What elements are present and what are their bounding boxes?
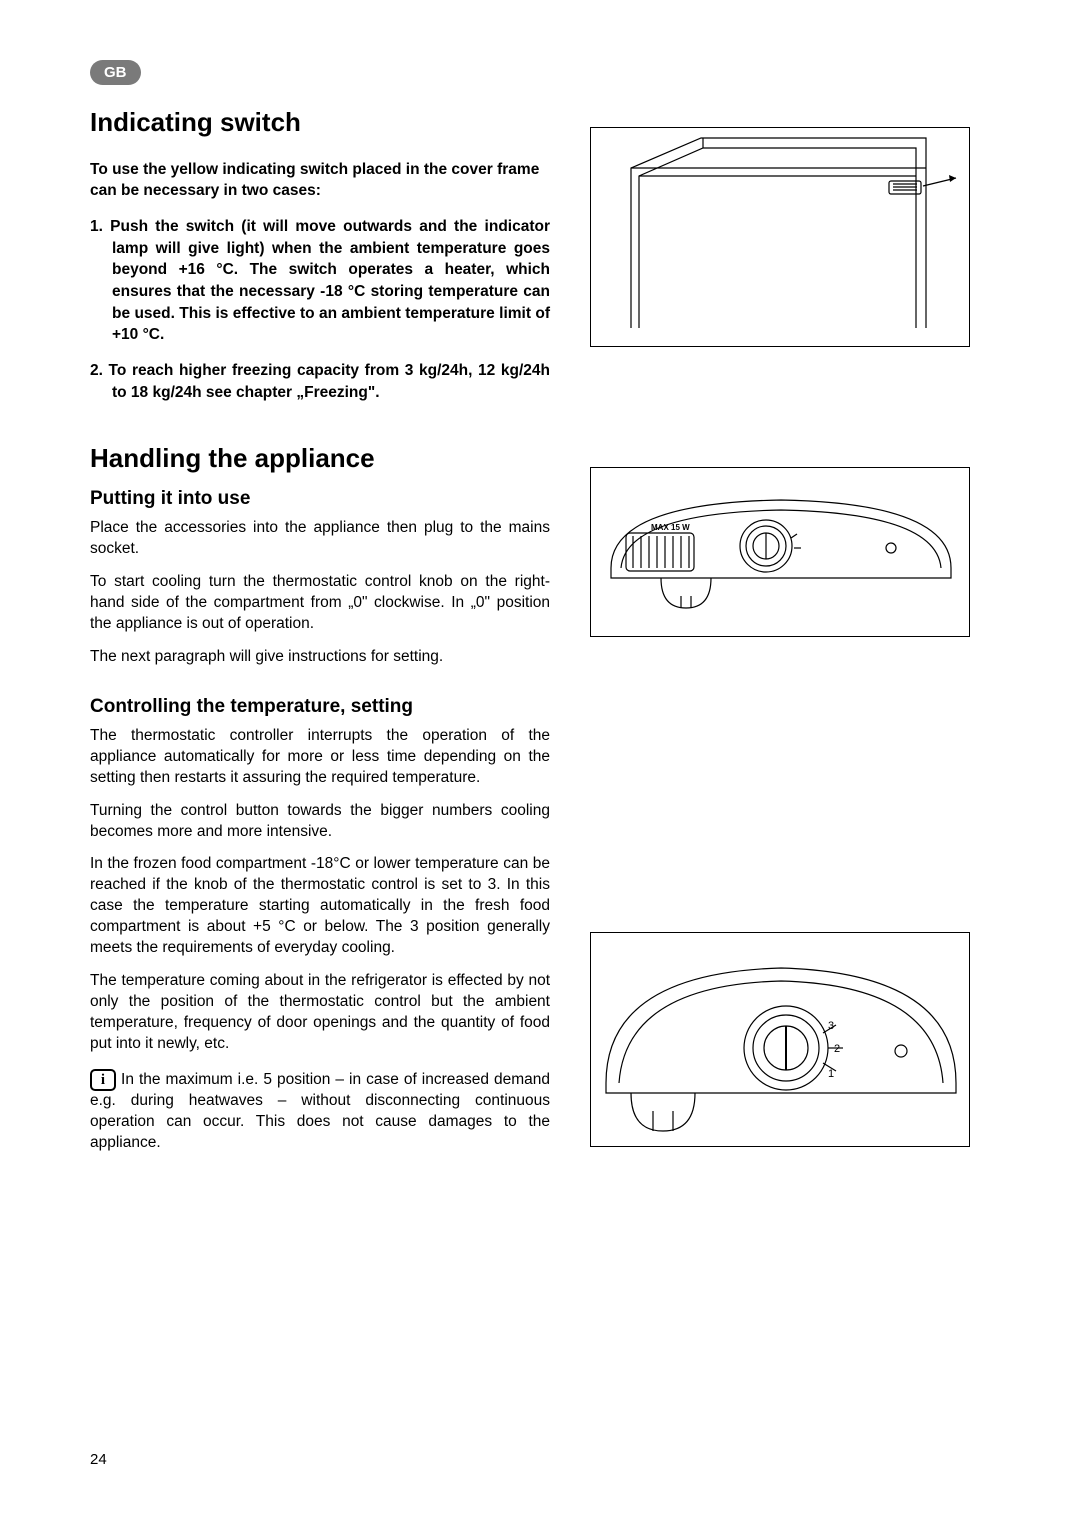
thermostat-knob-svg: 3 2 1 — [591, 933, 971, 1148]
paragraph: Place the accessories into the appliance… — [90, 518, 550, 560]
info-note-text: In the maximum i.e. 5 position – in case… — [90, 1071, 550, 1151]
svg-text:1: 1 — [828, 1068, 834, 1080]
subsection-title-putting: Putting it into use — [90, 488, 550, 510]
info-icon: i — [90, 1069, 116, 1091]
figure-control-lamp: MAX 15 W — [590, 467, 970, 637]
numbered-list: 1. Push the switch (it will move outward… — [90, 216, 550, 404]
left-column: Indicating switch To use the yellow indi… — [90, 107, 550, 1267]
figure-thermostat-knob: 3 2 1 — [590, 932, 970, 1147]
info-note: i In the maximum i.e. 5 position – in ca… — [90, 1067, 550, 1154]
list-item: 2. To reach higher freezing capacity fro… — [90, 360, 550, 403]
appliance-corner-svg — [591, 128, 971, 348]
max-wattage-label: MAX 15 W — [651, 523, 690, 532]
section-title-handling: Handling the appliance — [90, 443, 550, 474]
paragraph: Turning the control button towards the b… — [90, 801, 550, 843]
paragraph: The thermostatic controller interrupts t… — [90, 726, 550, 789]
right-column: MAX 15 W — [590, 107, 990, 1267]
control-lamp-svg: MAX 15 W — [591, 468, 971, 638]
paragraph: To start cooling turn the thermostatic c… — [90, 572, 550, 635]
figure-appliance-corner — [590, 127, 970, 347]
page: GB Indicating switch To use the yellow i… — [0, 0, 1080, 1526]
section-title-indicating-switch: Indicating switch — [90, 107, 550, 138]
list-item: 1. Push the switch (it will move outward… — [90, 216, 550, 346]
svg-text:3: 3 — [828, 1020, 834, 1032]
subsection-title-controlling: Controlling the temperature, setting — [90, 696, 550, 718]
language-badge: GB — [90, 60, 141, 85]
two-column-layout: Indicating switch To use the yellow indi… — [90, 107, 990, 1267]
paragraph: In the frozen food compartment -18°C or … — [90, 854, 550, 959]
svg-text:2: 2 — [834, 1043, 840, 1055]
page-number: 24 — [90, 1451, 107, 1468]
paragraph: The next paragraph will give instruction… — [90, 647, 550, 668]
paragraph: The temperature coming about in the refr… — [90, 971, 550, 1055]
intro-text: To use the yellow indicating switch plac… — [90, 160, 550, 202]
